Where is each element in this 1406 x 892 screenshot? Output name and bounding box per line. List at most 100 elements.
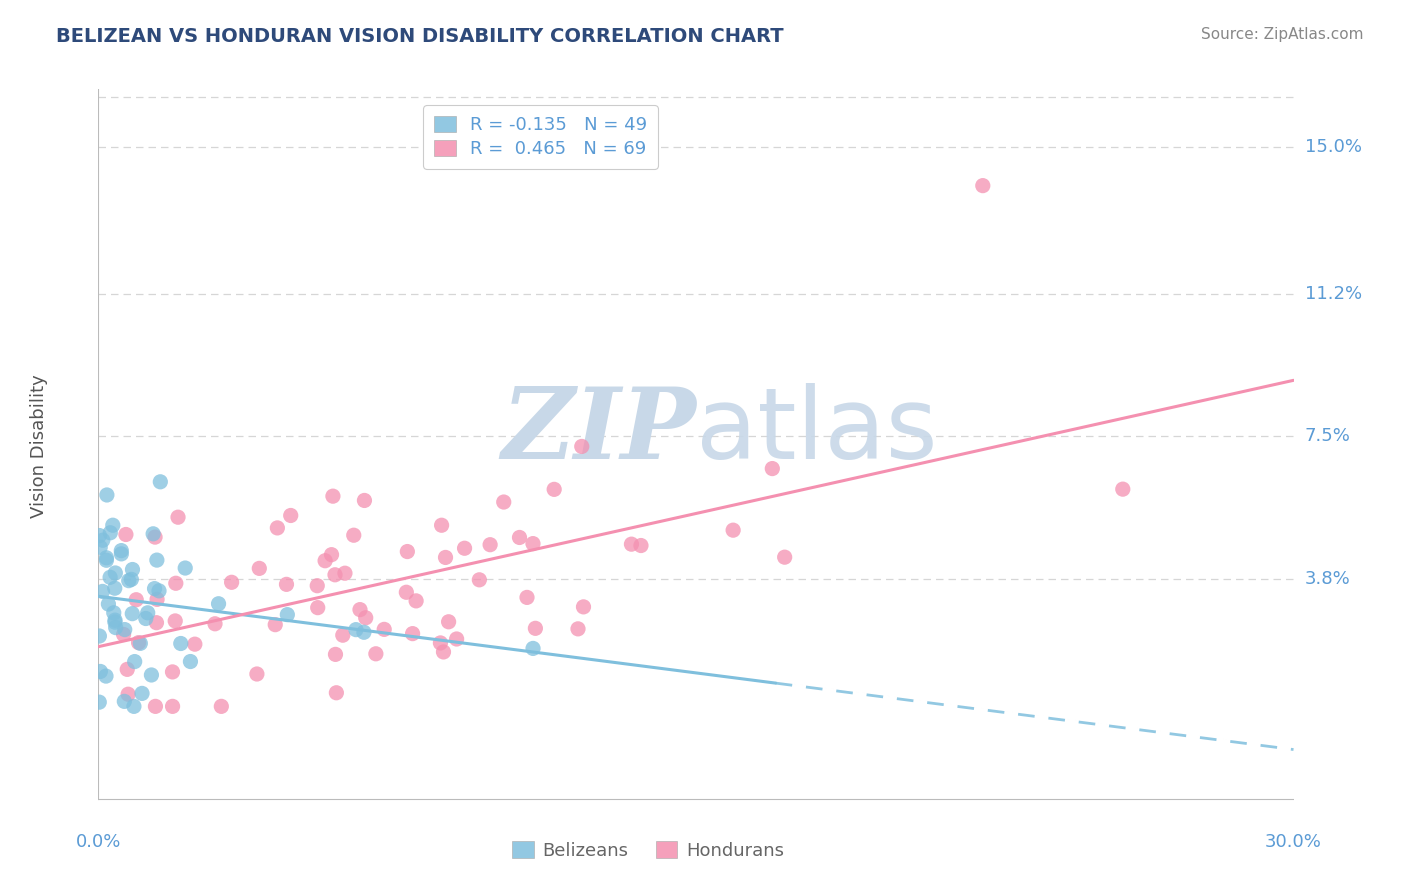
Point: [314, 554, 336, 568]
Point: [453, 541, 475, 556]
Point: [446, 632, 468, 646]
Point: [148, 583, 170, 598]
Point: [307, 600, 329, 615]
Point: [276, 577, 298, 591]
Point: [321, 548, 343, 562]
Point: [167, 510, 190, 524]
Point: [522, 536, 544, 550]
Point: [264, 617, 287, 632]
Point: [396, 544, 419, 558]
Point: [543, 483, 565, 497]
Point: [89, 629, 111, 643]
Point: [246, 667, 269, 681]
Point: [325, 648, 347, 662]
Text: 15.0%: 15.0%: [1305, 138, 1361, 156]
Point: [121, 562, 143, 576]
Point: [98, 570, 121, 584]
Point: [143, 530, 166, 544]
Point: [96, 553, 118, 567]
Point: [434, 550, 457, 565]
Point: [508, 531, 530, 545]
Text: 11.2%: 11.2%: [1305, 285, 1362, 302]
Point: [761, 461, 783, 475]
Point: [620, 537, 643, 551]
Point: [120, 573, 142, 587]
Point: [343, 528, 366, 542]
Text: 0.0%: 0.0%: [76, 833, 121, 851]
Point: [170, 636, 193, 650]
Point: [972, 178, 994, 193]
Point: [104, 621, 127, 635]
Point: [114, 623, 136, 637]
Point: [479, 538, 502, 552]
Point: [112, 627, 135, 641]
Text: 30.0%: 30.0%: [1265, 833, 1322, 851]
Point: [162, 665, 184, 679]
Point: [91, 584, 114, 599]
Point: [128, 635, 150, 649]
Point: [115, 527, 138, 541]
Text: 3.8%: 3.8%: [1305, 570, 1350, 588]
Point: [395, 585, 418, 599]
Point: [247, 561, 270, 575]
Point: [373, 623, 395, 637]
Point: [121, 607, 143, 621]
Point: [103, 606, 125, 620]
Point: [118, 574, 141, 588]
Point: [266, 521, 288, 535]
Point: [307, 579, 329, 593]
Point: [567, 622, 589, 636]
Point: [94, 669, 117, 683]
Point: [325, 686, 347, 700]
Point: [179, 655, 201, 669]
Point: [91, 533, 114, 548]
Point: [96, 550, 118, 565]
Point: [773, 550, 796, 565]
Point: [349, 602, 371, 616]
Point: [333, 566, 356, 581]
Point: [721, 523, 744, 537]
Point: [101, 518, 124, 533]
Point: [430, 518, 453, 533]
Point: [145, 699, 167, 714]
Point: [89, 665, 111, 679]
Point: [209, 699, 232, 714]
Point: [110, 543, 132, 558]
Point: [516, 591, 538, 605]
Text: Vision Disability: Vision Disability: [30, 374, 48, 518]
Legend: Belizeans, Hondurans: Belizeans, Hondurans: [506, 836, 790, 865]
Point: [221, 575, 243, 590]
Point: [104, 566, 127, 580]
Text: atlas: atlas: [696, 384, 938, 480]
Point: [129, 636, 152, 650]
Point: [122, 699, 145, 714]
Point: [135, 611, 157, 625]
Point: [146, 592, 169, 607]
Point: [89, 695, 111, 709]
Point: [141, 668, 163, 682]
Point: [165, 614, 187, 628]
Point: [89, 528, 111, 542]
Point: [184, 637, 207, 651]
Point: [522, 641, 544, 656]
Point: [323, 567, 346, 582]
Point: [429, 636, 451, 650]
Point: [136, 606, 159, 620]
Point: [354, 611, 377, 625]
Point: [104, 615, 127, 629]
Point: [630, 539, 652, 553]
Point: [142, 526, 165, 541]
Point: [353, 493, 375, 508]
Point: [96, 488, 118, 502]
Point: [110, 547, 132, 561]
Point: [115, 662, 138, 676]
Point: [104, 581, 127, 595]
Point: [145, 615, 167, 630]
Point: [104, 613, 127, 627]
Point: [89, 541, 111, 555]
Point: [571, 439, 593, 453]
Point: [146, 553, 169, 567]
Point: [125, 592, 148, 607]
Point: [207, 597, 229, 611]
Point: [131, 686, 153, 700]
